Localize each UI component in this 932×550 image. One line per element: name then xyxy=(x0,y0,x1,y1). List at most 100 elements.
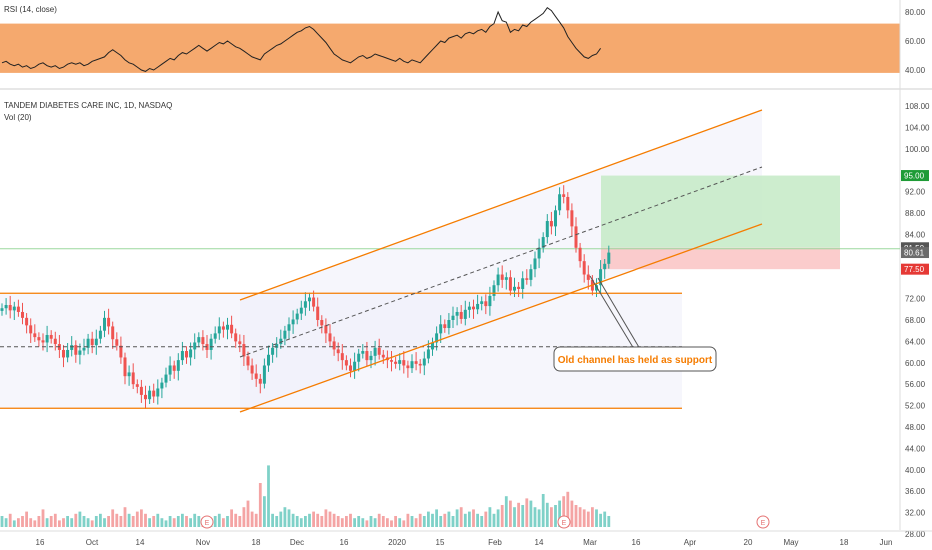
candle-body xyxy=(517,286,521,289)
volume-bar xyxy=(394,516,397,527)
candle-body xyxy=(574,226,578,248)
rsi-tick-label: 80.00 xyxy=(905,8,926,17)
rsi-label: RSI (14, close) xyxy=(4,5,57,14)
candle-body xyxy=(541,237,545,248)
candle-body xyxy=(521,278,525,289)
volume-bar xyxy=(299,518,303,527)
volume-bar xyxy=(545,502,549,527)
volume-bar xyxy=(513,507,516,527)
volume-bar xyxy=(451,516,455,527)
time-tick-label: Oct xyxy=(86,538,99,547)
price-tick-label: 60.00 xyxy=(905,359,926,368)
volume-bar xyxy=(312,511,315,527)
time-tick-label: 16 xyxy=(36,538,45,547)
time-tick-label: 18 xyxy=(252,538,261,547)
candle-body xyxy=(369,355,373,361)
time-tick-label: 18 xyxy=(840,538,849,547)
volume-bar xyxy=(0,516,4,527)
volume-bar xyxy=(287,509,291,527)
volume-bar xyxy=(238,516,242,527)
volume-bar xyxy=(4,518,8,527)
candle-body xyxy=(0,308,4,311)
volume-bar xyxy=(275,516,279,527)
candle-body xyxy=(45,334,49,343)
candles xyxy=(0,185,611,409)
candle-body xyxy=(230,324,234,334)
volume-bar xyxy=(373,518,377,527)
candle-body xyxy=(537,247,541,259)
volume-bar xyxy=(17,518,20,527)
volume-bar xyxy=(148,518,151,527)
volume-bar xyxy=(599,513,602,527)
volume-bar xyxy=(45,518,49,527)
candle-body xyxy=(472,306,475,310)
candle-body xyxy=(262,365,266,384)
volume-bar xyxy=(509,500,512,527)
volume-bar xyxy=(263,496,266,527)
candle-body xyxy=(217,326,221,334)
candle-body xyxy=(160,382,164,389)
candle-body xyxy=(447,320,451,329)
candle-body xyxy=(377,347,381,355)
candle-body xyxy=(488,295,492,307)
volume-bar xyxy=(431,513,434,527)
volume-bar xyxy=(607,516,611,527)
candle-body xyxy=(467,306,471,310)
candle-body xyxy=(127,372,131,377)
volume-bar xyxy=(304,516,307,527)
price-tick-label: 72.00 xyxy=(905,295,926,304)
candle-body xyxy=(70,345,74,350)
time-tick-label: May xyxy=(783,538,798,547)
candle-body xyxy=(86,338,90,348)
volume-bar xyxy=(586,511,590,527)
candle-body xyxy=(390,360,393,362)
volume-bar xyxy=(525,498,529,527)
candle-body xyxy=(525,278,529,280)
candle-body xyxy=(422,358,426,366)
candle-body xyxy=(476,303,480,310)
candle-body xyxy=(21,311,24,318)
candle-body xyxy=(504,277,508,280)
volume-bar xyxy=(504,496,508,527)
volume-bar xyxy=(361,518,365,527)
volume-bar xyxy=(189,518,192,527)
rising-channel-top xyxy=(239,109,763,301)
volume-bar xyxy=(185,516,188,527)
volume-bar xyxy=(336,516,340,527)
candle-body xyxy=(299,307,303,314)
candle-body xyxy=(414,361,418,364)
volume-bar xyxy=(21,516,24,527)
volume-bar xyxy=(164,520,168,527)
candle-body xyxy=(578,247,582,262)
candle-body xyxy=(82,347,86,351)
price-tick-label: 88.00 xyxy=(905,209,926,218)
rsi-band xyxy=(0,23,900,73)
volume-bar xyxy=(41,509,45,527)
candle-body xyxy=(463,309,467,319)
candle-body xyxy=(586,274,590,280)
price-tick-label: 100.00 xyxy=(905,145,930,154)
volume-bar xyxy=(156,513,160,527)
candle-body xyxy=(283,330,287,339)
candle-body xyxy=(148,390,152,400)
candle-body xyxy=(312,297,316,307)
candle-body xyxy=(549,221,553,227)
volume-bar xyxy=(308,513,311,527)
volume-bar xyxy=(386,518,389,527)
volume-bar xyxy=(254,513,258,527)
candle-body xyxy=(365,351,369,361)
volume-bar xyxy=(74,513,78,527)
time-tick-label: Mar xyxy=(583,538,597,547)
rsi-line xyxy=(1,7,602,72)
volume-bar xyxy=(541,494,545,527)
price-tick-label: 32.00 xyxy=(905,509,926,518)
volume-bar xyxy=(135,511,139,527)
price-tick-label: 36.00 xyxy=(905,487,926,496)
chart-title: TANDEM DIABETES CARE INC, 1D, NASDAQ xyxy=(4,101,172,110)
price-tick-label: 68.00 xyxy=(905,316,926,325)
rising-channel-bottom xyxy=(239,223,763,413)
volume-bar xyxy=(410,516,414,527)
volume-bar xyxy=(369,516,373,527)
candle-body xyxy=(258,378,262,384)
